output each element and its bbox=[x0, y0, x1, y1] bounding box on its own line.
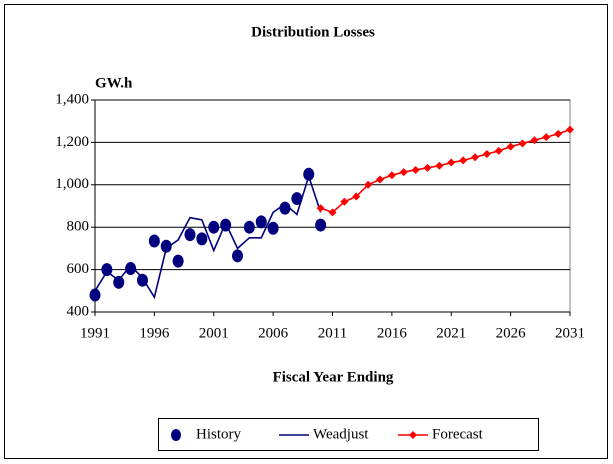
marker bbox=[459, 156, 468, 165]
dot bbox=[232, 249, 243, 263]
y-axis-label: GW.h bbox=[95, 75, 133, 91]
marker bbox=[316, 204, 325, 213]
dot bbox=[267, 221, 279, 235]
marker bbox=[506, 142, 515, 151]
dot bbox=[315, 218, 327, 232]
x-tick-label: 2006 bbox=[258, 325, 289, 341]
x-tick-label: 1991 bbox=[80, 325, 110, 341]
line bbox=[94, 173, 322, 300]
marker bbox=[566, 125, 574, 134]
marker bbox=[352, 192, 361, 201]
dot bbox=[89, 288, 101, 302]
marker bbox=[340, 197, 349, 206]
x-tick-label: 2026 bbox=[496, 325, 527, 341]
x-tick-label: 1996 bbox=[139, 325, 170, 341]
marker bbox=[399, 168, 408, 177]
y-tick-label: 400 bbox=[67, 303, 90, 319]
legend-label: Forecast bbox=[432, 426, 484, 442]
marker bbox=[482, 150, 491, 159]
marker bbox=[423, 163, 432, 172]
x-axis-label: Fiscal Year Ending bbox=[273, 369, 394, 385]
dot bbox=[243, 220, 255, 234]
marker bbox=[364, 180, 373, 189]
marker bbox=[471, 153, 479, 162]
marker bbox=[518, 139, 527, 148]
y-tick-label: 1,000 bbox=[55, 176, 89, 192]
marker bbox=[435, 161, 444, 170]
legend-swatch bbox=[409, 431, 417, 439]
marker bbox=[554, 129, 563, 138]
marker bbox=[542, 133, 551, 142]
dot bbox=[184, 228, 196, 242]
y-tick-label: 1,200 bbox=[55, 134, 89, 150]
y-tick-label: 600 bbox=[67, 261, 90, 277]
x-tick-label: 2016 bbox=[377, 325, 408, 341]
marker bbox=[376, 175, 384, 184]
y-tick-label: 1,400 bbox=[55, 91, 89, 107]
chart-title: Distribution Losses bbox=[251, 24, 375, 40]
dot bbox=[125, 262, 137, 276]
legend-swatch bbox=[171, 429, 181, 441]
legend-box bbox=[158, 418, 539, 451]
marker bbox=[387, 171, 396, 180]
dot bbox=[208, 220, 220, 234]
dot bbox=[255, 215, 267, 229]
x-tick-label: 2011 bbox=[318, 325, 347, 341]
marker bbox=[494, 146, 503, 155]
marker bbox=[530, 136, 539, 145]
marker bbox=[328, 208, 337, 217]
dot bbox=[196, 232, 208, 246]
plot-area bbox=[94, 99, 571, 313]
y-tick-label: 800 bbox=[67, 219, 90, 235]
x-tick-label: 2021 bbox=[436, 325, 466, 341]
dot bbox=[172, 254, 184, 268]
dot bbox=[160, 239, 172, 253]
line bbox=[320, 128, 571, 214]
x-tick-label: 2031 bbox=[555, 325, 585, 341]
marker bbox=[447, 158, 456, 167]
legend-label: History bbox=[196, 426, 242, 442]
x-tick-label: 2001 bbox=[199, 325, 229, 341]
dot bbox=[291, 192, 303, 206]
marker bbox=[411, 165, 420, 174]
legend-label: Weadjust bbox=[313, 426, 369, 442]
dot bbox=[148, 234, 160, 248]
